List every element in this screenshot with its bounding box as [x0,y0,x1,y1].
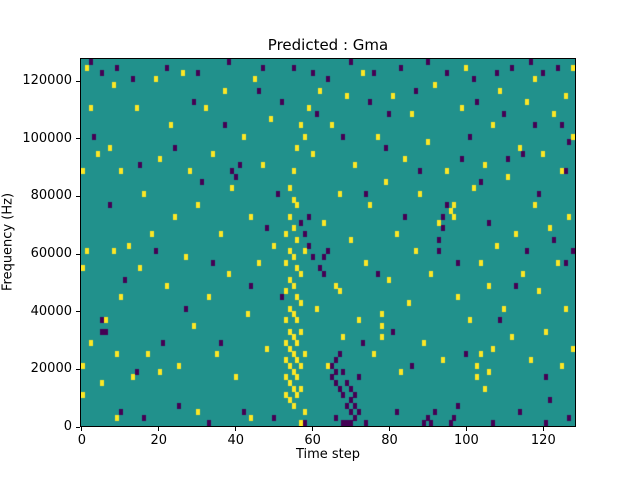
x-axis-label: Time step [295,447,361,462]
y-tick-mark [76,138,80,140]
heatmap-canvas [81,59,575,426]
heatmap-plot [80,58,576,427]
x-tick-label: 20 [150,433,168,448]
x-tick-label: 80 [381,433,398,448]
y-tick-label: 40000 [30,303,72,319]
x-tick-mark [81,427,83,431]
x-tick-mark [312,427,314,431]
y-tick-mark [76,426,80,428]
y-tick-mark [76,311,80,313]
y-tick-label: 0 [63,419,72,434]
x-tick-label: 0 [77,433,87,448]
x-tick-mark [389,427,391,431]
y-tick-label: 100000 [22,130,72,146]
y-tick-label: 120000 [22,73,72,89]
y-axis-label-text: Frequency (Hz) [0,192,16,292]
y-tick-mark [76,195,80,197]
x-tick-label: 40 [227,433,244,448]
x-tick-mark [465,427,467,431]
x-tick-mark [158,427,160,431]
x-tick-label: 100 [453,433,479,448]
plot-title: Predicted : Gma [267,36,389,54]
x-tick-label: 60 [304,433,321,448]
y-tick-label: 80000 [30,188,72,204]
y-tick-mark [76,253,80,255]
y-tick-mark [76,80,80,82]
x-tick-label: 120 [530,433,556,448]
y-tick-label: 60000 [30,246,72,262]
y-tick-mark [76,368,80,370]
x-tick-mark [235,427,237,431]
y-tick-label: 20000 [30,361,72,377]
x-tick-mark [542,427,544,431]
